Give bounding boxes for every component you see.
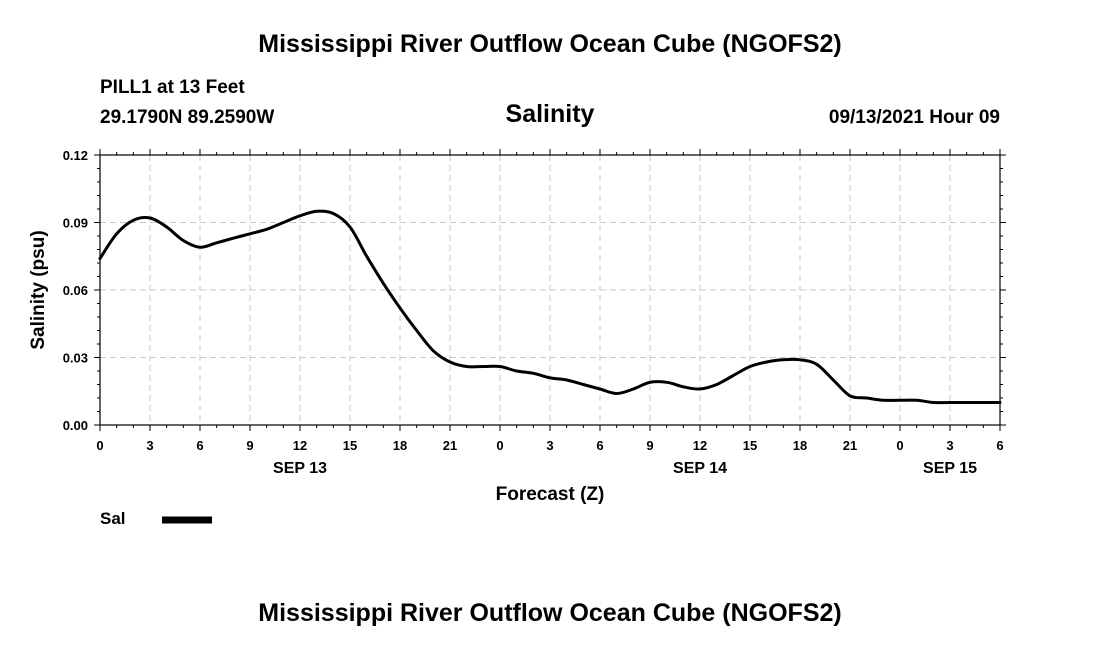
x-tick-label: 3	[146, 438, 153, 453]
legend-label: Sal	[100, 509, 126, 528]
x-tick-label: 6	[596, 438, 603, 453]
x-tick-label: 15	[343, 438, 357, 453]
x-tick-label: 12	[693, 438, 707, 453]
x-tick-label: 15	[743, 438, 757, 453]
axis-labels: 0.00 0.03 0.06 0.09 0.12 0 3 6 9 12 15 18 21 0 3 6 9 12 15…	[63, 148, 1004, 477]
station-coordinates: 29.1790N 89.2590W	[100, 107, 275, 128]
series-line-sal	[98, 209, 1002, 405]
x-tick-label: 21	[843, 438, 857, 453]
x-tick-label: 21	[443, 438, 457, 453]
x-tick-label: 6	[996, 438, 1003, 453]
x-tick-label: 3	[546, 438, 553, 453]
y-tick-label: 0.09	[63, 216, 88, 231]
x-tick-label: 6	[196, 438, 203, 453]
x-tick-label: 3	[946, 438, 953, 453]
x-axis-label: Forecast (Z)	[496, 484, 605, 505]
chart-title-bottom: Mississippi River Outflow Ocean Cube (NG…	[258, 599, 842, 627]
chart-title-top: Mississippi River Outflow Ocean Cube (NG…	[258, 30, 842, 58]
x-tick-label: 9	[246, 438, 253, 453]
forecast-datetime: 09/13/2021 Hour 09	[828, 107, 1000, 128]
x-tick-label: 12	[293, 438, 307, 453]
plot-frame	[99, 154, 1001, 426]
x-tick-label: 0	[896, 438, 903, 453]
station-label: PILL1 at 13 Feet	[100, 77, 245, 98]
date-label: SEP 15	[923, 460, 977, 477]
date-label: SEP 13	[273, 460, 327, 477]
y-tick-label: 0.03	[63, 351, 88, 366]
y-tick-label: 0.12	[63, 148, 88, 163]
grid-lines	[100, 155, 1000, 425]
legend: Sal	[100, 509, 212, 528]
y-tick-label: 0.00	[63, 418, 88, 433]
date-label: SEP 14	[673, 460, 727, 477]
y-tick-label: 0.06	[63, 283, 88, 298]
x-tick-label: 0	[96, 438, 103, 453]
parameter-title: Salinity	[505, 100, 595, 128]
x-tick-label: 0	[496, 438, 503, 453]
x-tick-label: 9	[646, 438, 653, 453]
x-tick-label: 18	[793, 438, 807, 453]
x-tick-label: 18	[393, 438, 407, 453]
y-axis-label: Salinity (psu)	[28, 230, 49, 349]
